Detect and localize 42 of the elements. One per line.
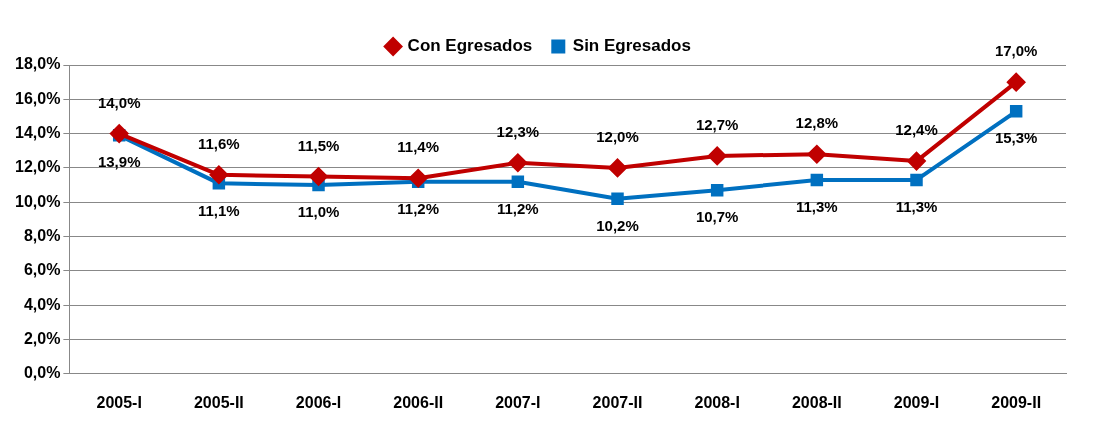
x-tick-label: 2009-II bbox=[991, 393, 1042, 411]
data-label: 12,0% bbox=[596, 128, 639, 146]
y-tick-label: 12,0% bbox=[14, 158, 61, 176]
x-tick-label: 2008-II bbox=[791, 393, 842, 411]
data-label: 12,3% bbox=[496, 122, 540, 140]
data-label: 12,4% bbox=[895, 121, 938, 139]
x-tick-label: 2008-I bbox=[694, 393, 740, 411]
y-tick-label: 6,0% bbox=[23, 261, 61, 279]
data-label: 12,8% bbox=[795, 114, 839, 132]
y-tick-label: 4,0% bbox=[23, 295, 61, 313]
x-tick-label: 2007-I bbox=[495, 393, 541, 411]
data-label: 11,1% bbox=[198, 201, 240, 219]
data-label: 11,3% bbox=[895, 198, 938, 216]
legend-label: Con Egresados bbox=[407, 36, 533, 56]
data-label: 13,9% bbox=[97, 153, 141, 171]
data-label: 14,0% bbox=[97, 93, 141, 111]
data-label: 11,6% bbox=[198, 134, 240, 152]
x-tick-label: 2006-I bbox=[295, 393, 342, 411]
y-tick-label: 0,0% bbox=[23, 364, 61, 382]
data-label: 10,7% bbox=[695, 208, 739, 226]
y-tick-label: 8,0% bbox=[23, 226, 61, 244]
x-tick-label: 2005-II bbox=[193, 393, 244, 411]
y-tick-label: 16,0% bbox=[14, 89, 61, 107]
legend-label: Sin Egresados bbox=[572, 36, 691, 56]
data-label: 12,7% bbox=[695, 116, 739, 134]
y-tick-label: 2,0% bbox=[23, 329, 61, 347]
x-tick-label: 2006-II bbox=[393, 393, 444, 411]
data-label: 10,2% bbox=[596, 216, 639, 234]
data-label: 17,0% bbox=[994, 42, 1038, 60]
data-label: 11,0% bbox=[297, 203, 340, 221]
data-label: 11,3% bbox=[795, 198, 838, 216]
y-tick-label: 18,0% bbox=[14, 55, 61, 73]
y-tick-label: 10,0% bbox=[14, 192, 61, 210]
y-tick-label: 14,0% bbox=[14, 124, 61, 142]
data-label: 15,3% bbox=[994, 129, 1038, 147]
data-label: 11,2% bbox=[397, 199, 440, 217]
x-tick-label: 2007-II bbox=[592, 393, 643, 411]
x-tick-label: 2005-I bbox=[96, 393, 142, 411]
x-tick-label: 2009-I bbox=[893, 393, 940, 411]
data-label: 11,5% bbox=[297, 136, 340, 154]
data-label: 11,2% bbox=[496, 199, 539, 217]
data-label: 11,4% bbox=[397, 138, 440, 156]
